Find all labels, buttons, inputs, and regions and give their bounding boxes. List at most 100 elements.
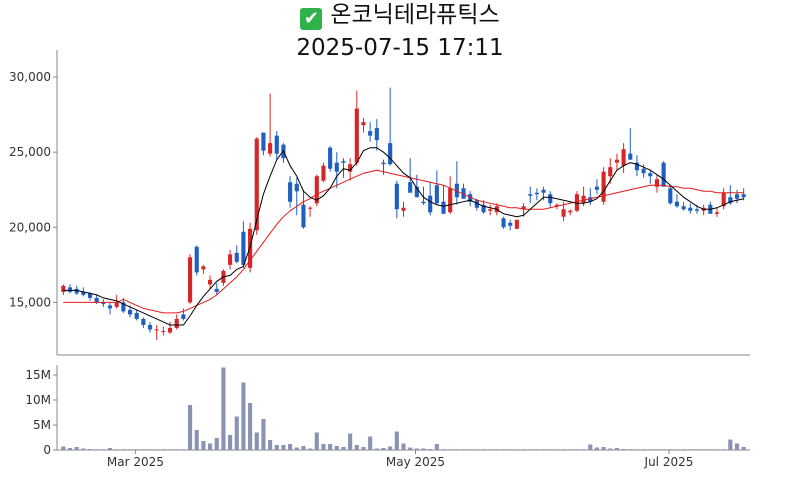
volume-bar (728, 439, 733, 450)
candle-down (421, 201, 426, 204)
candle-down (94, 297, 99, 303)
candle-down (234, 252, 239, 262)
candle-up (554, 204, 559, 207)
x-axis: Mar 2025 May 2025 Jul 2025 (107, 450, 694, 469)
volume-bar (674, 449, 680, 450)
volume-bar (167, 449, 173, 450)
volume-bar (281, 445, 286, 450)
candle-up (314, 176, 319, 204)
volume-bar (694, 449, 700, 450)
volume-bar (541, 449, 546, 450)
volume-bar (641, 449, 646, 450)
x-tick-label: Jul 2025 (644, 455, 694, 469)
candle-up (561, 209, 566, 217)
volume-bar (121, 449, 126, 450)
candle-down (641, 168, 646, 174)
volume-bar (721, 449, 726, 450)
volume-bar (261, 419, 266, 450)
candle-up (268, 143, 273, 154)
candle-up (581, 195, 586, 204)
volume-bar (421, 448, 426, 450)
volume-bar (328, 444, 333, 450)
candle-down (394, 183, 399, 210)
volume-bar (614, 448, 620, 450)
candle-down (441, 201, 446, 214)
volume-bar (494, 449, 499, 450)
volume-bar (488, 449, 493, 450)
volume-bar (201, 441, 206, 450)
volume-bar (348, 433, 353, 450)
volume-bar (381, 448, 386, 450)
candle-down (728, 197, 733, 204)
volume-bar (434, 444, 439, 450)
chart-title: ✔ 온코닉테라퓨틱스 (0, 1, 800, 30)
volume-bar (187, 405, 193, 450)
candle-down (501, 218, 506, 228)
volume-bar (441, 449, 446, 450)
volume-bar (354, 445, 359, 450)
volume-bar (294, 447, 299, 450)
candle-down (67, 287, 73, 292)
volume-bar (248, 403, 253, 450)
candle-down (674, 201, 680, 207)
volume-bar (741, 447, 746, 450)
candle-down (734, 194, 740, 199)
candle-down (107, 305, 113, 309)
volume-bar (214, 438, 219, 450)
volume-bar (308, 448, 313, 450)
volume-bar (101, 449, 106, 450)
candle-up (321, 165, 326, 181)
volume-bar (654, 449, 660, 450)
volume-bar (601, 447, 606, 450)
volume-bar (334, 446, 339, 450)
volume-bar (94, 449, 99, 450)
volume-bar (161, 449, 166, 450)
volume-panel: 0 5M 10M 15M (25, 365, 750, 457)
candle-down (368, 131, 373, 136)
volume-bar (301, 446, 306, 450)
volume-bar (341, 447, 346, 450)
candle-up (161, 330, 166, 332)
volume-bar (568, 449, 573, 450)
volume-bar (181, 449, 186, 450)
candle-down (141, 318, 146, 325)
volume-bar (61, 446, 66, 450)
volume-bar (107, 448, 113, 450)
candle-up (448, 188, 453, 213)
candle-down (294, 183, 299, 192)
volume-bar (521, 449, 526, 450)
candle-down (341, 161, 346, 163)
volume-bar (528, 449, 533, 450)
candle-down (741, 194, 746, 198)
candle-up (654, 179, 660, 187)
candle-up (568, 210, 573, 213)
candle-up (621, 149, 626, 166)
volume-bar (661, 449, 666, 450)
candle-down (534, 192, 539, 195)
candle-down (147, 324, 153, 330)
candle-up (521, 206, 526, 210)
candle-down (81, 291, 86, 295)
candle-down (594, 186, 599, 190)
volume-bar (668, 449, 673, 450)
volume-bar (634, 449, 640, 450)
volume-bar (228, 435, 233, 450)
candle-down (194, 246, 199, 273)
candle-down (548, 194, 553, 204)
candle-down (328, 147, 333, 169)
volume-bar (361, 447, 366, 450)
volume-bar (154, 449, 159, 450)
volume-bar (401, 443, 406, 450)
candle-down (101, 302, 106, 304)
candle-up (401, 207, 406, 211)
volume-bar (394, 431, 399, 450)
candle-down (648, 173, 653, 177)
volume-bar (414, 448, 419, 450)
candle-up (354, 108, 359, 163)
candle-down (381, 162, 386, 165)
volume-bar (581, 449, 586, 450)
volume-bar (714, 449, 720, 450)
candle-up (228, 254, 233, 265)
volume-bar (241, 382, 246, 450)
volume-bar (468, 449, 473, 450)
